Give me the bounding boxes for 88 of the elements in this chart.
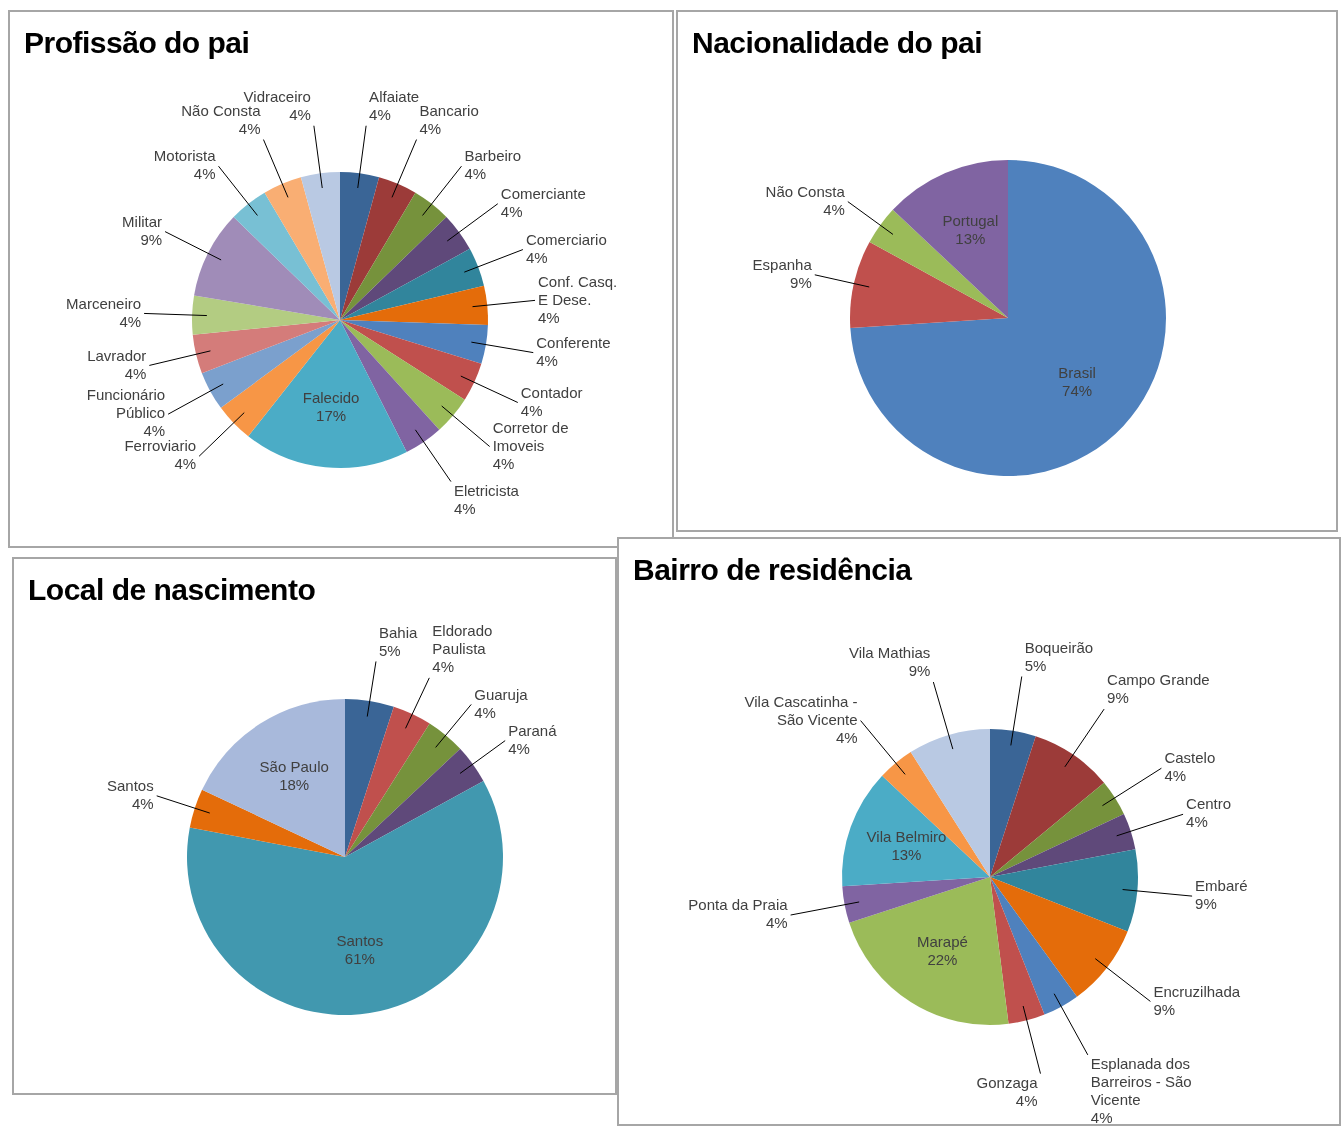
slice-label: Lavrador [87,346,147,364]
data-label: 9% [790,273,812,291]
data-label: 4% [453,499,476,517]
slice-label: Boqueirão [1024,638,1094,656]
data-label: 5% [378,641,401,659]
data-label: 13% [955,230,986,248]
data-label: 61% [344,949,375,967]
slice-label: Contador [520,383,583,401]
slice-label: Eldorado Paulista [432,621,493,657]
data-label: 4% [508,739,530,757]
slice-label: Bahia [378,623,418,641]
data-label: 9% [908,662,931,680]
slice-label: Encruzilhada [1153,982,1241,1000]
slice-label: Esplanada dos Barreiros - São Vicente [1090,1055,1192,1109]
data-label: 4% [1090,1109,1113,1126]
chart-title: Nacionalidade do pai [692,26,983,60]
slice-label: Marapé [916,933,968,951]
slice-label: Alfaiate [369,87,420,105]
slice-label: Conferente [536,333,611,351]
data-label: 4% [536,351,558,369]
data-label: 22% [927,951,958,969]
slice-label: Santos [336,931,384,949]
slice-label: Não Consta [765,182,846,200]
data-label: 4% [823,200,845,218]
slice-label: Espanha [752,255,813,273]
slice-label: Vila Mathias [848,644,931,662]
slice-label: Embaré [1195,877,1248,895]
slice-label: Falecido [302,389,360,407]
data-label: 9% [1107,689,1129,707]
slice-label: Eletricista [453,481,520,499]
data-label: 4% [124,364,147,382]
data-label: 4% [765,914,788,932]
slice-label: Militar [122,212,163,230]
slice-label: Gonzaga [976,1073,1039,1091]
slice-label: Castelo [1164,749,1216,767]
data-label: 4% [132,794,154,812]
data-label: 4% [174,455,197,473]
data-label: 4% [520,401,543,419]
slice-label: Corretor de Imoveis [492,418,569,454]
data-label: 4% [143,422,166,440]
data-label: 4% [432,657,454,675]
data-label: 4% [835,728,858,746]
chart-title: Local de nascimento [28,573,316,607]
data-label: 4% [1186,813,1208,831]
slice-label: Comerciario [525,230,607,248]
data-label: 4% [464,165,487,183]
data-label: 4% [500,202,523,220]
data-label: 4% [492,454,515,472]
slice-label: Vila Cascatinha - São Vicente [744,692,858,728]
slice-label: Bancario [419,101,479,119]
data-label: 13% [891,846,922,864]
slice-label: Campo Grande [1107,671,1210,689]
slice-label: Ferroviario [124,437,197,455]
slice-label: Barbeiro [464,147,522,165]
data-label: 17% [316,407,347,425]
data-label: 5% [1024,656,1047,674]
slice-label: Motorista [153,147,217,165]
chart-title: Profissão do pai [24,26,250,60]
data-label: 4% [525,248,548,266]
slice-label: Brasil [1058,364,1096,382]
data-label: 4% [1164,767,1187,785]
data-label: 4% [419,119,442,137]
slice-label: Ponta da Praia [688,896,789,914]
chart-title: Bairro de residência [633,553,912,587]
data-label: 9% [1153,1000,1176,1018]
data-label: 4% [369,105,391,123]
data-label: 74% [1062,382,1093,400]
slice-label: São Paulo [259,758,329,776]
data-label: 4% [474,703,496,721]
slice-label: Paraná [508,721,558,739]
data-label: 4% [119,312,142,330]
data-label: 9% [1195,895,1217,913]
slice-label: Marceneiro [66,294,142,312]
slice-label: Guaruja [474,685,529,703]
data-label: 4% [538,308,560,326]
slice-label: Comerciante [500,184,586,202]
slice-label: Santos [106,776,154,794]
slice-label: Centro [1186,795,1232,813]
slice-label: Portugal [942,212,999,230]
slice-label: Vila Belmiro [866,828,947,846]
slice-label: Conf. Casq. E Dese. [538,272,618,308]
data-label: 4% [1015,1091,1038,1109]
slice-label: Funcionário Público [86,386,166,422]
data-label: 4% [238,119,261,137]
data-label: 18% [279,776,310,794]
data-label: 4% [193,165,216,183]
data-label: 4% [289,105,311,123]
data-label: 9% [140,230,163,248]
